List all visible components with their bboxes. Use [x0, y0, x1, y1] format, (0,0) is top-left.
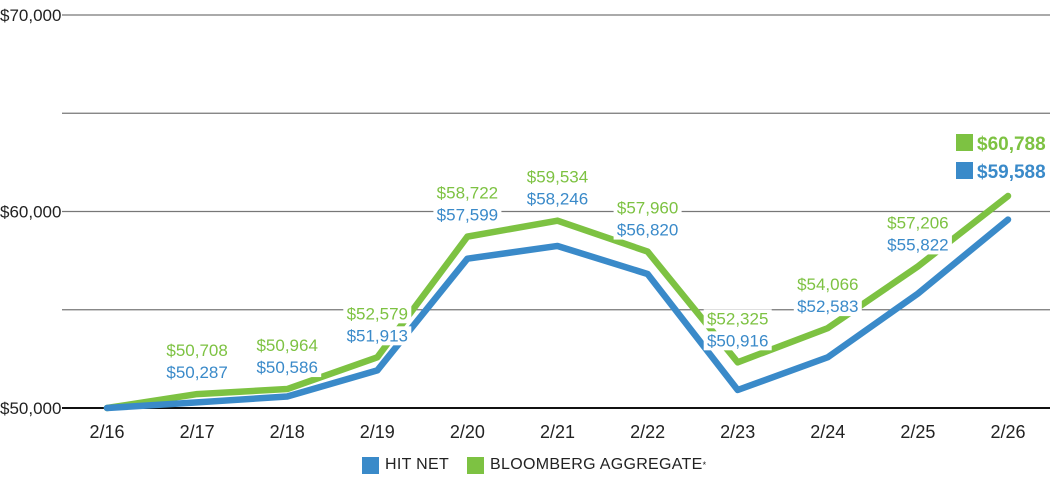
label-background [253, 358, 322, 378]
end-label-swatch-hit-net [956, 162, 973, 179]
data-labels: $50,708 $50,287 $50,964 $50,586 $52,579 $51,9… [163, 167, 952, 383]
legend-swatch-bloomberg [467, 456, 485, 474]
data-label-bloomberg: $50,964 [256, 336, 317, 355]
legend-label-hit-net: HIT NET [385, 456, 450, 473]
label-background [703, 309, 772, 329]
label-background [253, 336, 322, 356]
data-label-bloomberg: $57,960 [617, 199, 678, 218]
gridlines [62, 14, 1050, 409]
legend-footnote-marker: * [702, 460, 707, 470]
data-label-bloomberg: $52,579 [347, 304, 408, 323]
legend-swatch-hit-net [362, 456, 379, 474]
label-background [433, 183, 502, 203]
label-background [793, 297, 862, 317]
data-label-hit-net: $50,916 [707, 331, 768, 350]
label-background [613, 220, 682, 240]
x-tick-label: 2/17 [180, 422, 215, 442]
x-tick-label: 2/22 [630, 422, 665, 442]
line-chart: $50,000$60,000$70,000 2/16 2/17 2/18 2/19 2/… [0, 6, 1050, 442]
label-background [343, 304, 412, 324]
label-background [703, 331, 772, 351]
x-tick-label: 2/20 [450, 422, 485, 442]
legend: HIT NET BLOOMBERG AGGREGATE * [362, 456, 724, 474]
data-label-bloomberg: $58,722 [437, 184, 498, 203]
series-lines [103, 192, 1012, 412]
y-axis-ticks: $50,000 $60,000 $70,000 [0, 6, 61, 418]
legend-item-bloomberg: BLOOMBERG AGGREGATE * [467, 456, 706, 474]
label-background [433, 205, 502, 225]
x-tick-label: 2/24 [810, 422, 845, 442]
label-background [793, 275, 862, 295]
end-labels: $60,788 $59,588 [956, 134, 1046, 183]
x-tick-label: 2/25 [900, 422, 935, 442]
x-tick-label: 2/26 [990, 422, 1025, 442]
end-label-hit-net: $59,588 [977, 162, 1046, 183]
y-tick-label: $50,000 [0, 399, 61, 418]
data-label-bloomberg: $50,708 [166, 341, 227, 360]
end-label-bloomberg: $60,788 [977, 134, 1046, 155]
data-label-bloomberg: $54,066 [797, 275, 858, 294]
label-background [523, 167, 592, 187]
data-label-hit-net: $58,246 [527, 190, 588, 209]
data-label-hit-net: $51,913 [347, 326, 408, 345]
label-background [163, 341, 232, 361]
data-label-hit-net: $52,583 [797, 297, 858, 316]
label-background [343, 326, 412, 346]
data-label-hit-net: $50,586 [256, 358, 317, 377]
x-tick-label: 2/19 [360, 422, 395, 442]
label-background [883, 235, 952, 255]
data-label-hit-net: $57,599 [437, 206, 498, 225]
label-background [613, 198, 682, 218]
label-background [883, 213, 952, 233]
series-line-hit-net [103, 216, 1012, 412]
data-label-hit-net: $55,822 [887, 235, 948, 254]
data-label-hit-net: $50,287 [166, 363, 227, 382]
data-label-bloomberg: $52,325 [707, 309, 768, 328]
x-tick-label: 2/23 [720, 422, 755, 442]
data-label-bloomberg: $59,534 [527, 168, 588, 187]
label-background [163, 363, 232, 383]
x-axis-ticks: 2/16 2/17 2/18 2/19 2/20 2/21 2/22 2/23 2/24 2/25… [89, 422, 1025, 442]
series-line-bloomberg-aggregate [103, 192, 1012, 412]
x-tick-label: 2/16 [89, 422, 124, 442]
y-tick-label: $60,000 [0, 203, 61, 222]
end-label-swatch-bloomberg [956, 134, 973, 151]
x-tick-label: 2/21 [540, 422, 575, 442]
legend-item-hit-net: HIT NET [362, 456, 449, 474]
y-tick-label: $70,000 [0, 6, 61, 25]
x-tick-label: 2/18 [270, 422, 305, 442]
data-label-hit-net: $56,820 [617, 221, 678, 240]
data-label-bloomberg: $57,206 [887, 213, 948, 232]
legend-label-bloomberg: BLOOMBERG AGGREGATE [490, 456, 703, 473]
label-background [523, 189, 592, 209]
